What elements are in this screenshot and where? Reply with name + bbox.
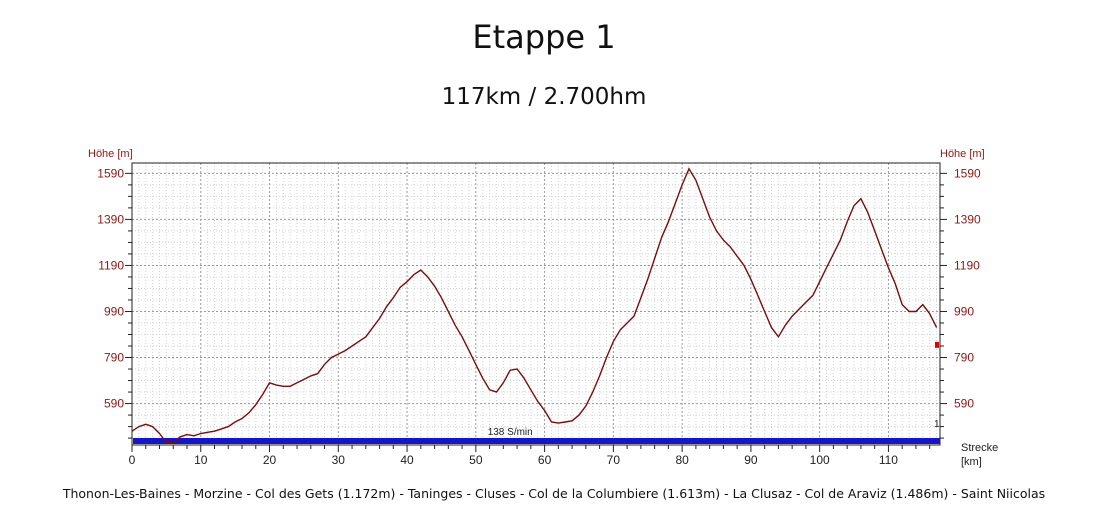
chart-subtitle: 117km / 2.700hm: [441, 84, 647, 110]
y-tick-label-left: 1190: [98, 258, 124, 272]
x-tick-label: 20: [263, 453, 277, 467]
y-tick-label-left: 590: [104, 397, 124, 411]
cadence-band-label: 138 S/min: [488, 427, 533, 438]
y-tick-label-right: 1390: [954, 212, 981, 226]
plot-frame: [131, 162, 941, 446]
x-tick-label: 40: [400, 453, 414, 467]
x-tick-label: 70: [607, 453, 621, 467]
y-tick-label-right: 990: [954, 304, 974, 318]
x-tick-label: 30: [332, 453, 346, 467]
end-marker: [935, 341, 939, 348]
x-axis-unit: [km]: [961, 456, 982, 468]
x-tick-label: 60: [538, 453, 552, 467]
elevation-line: [131, 167, 938, 444]
chart-title: Etappe 1: [472, 18, 616, 56]
y-tick-label-right: 1590: [954, 166, 981, 180]
y-tick-label-left: 1590: [97, 166, 124, 180]
y-tick-label-right: 790: [954, 351, 974, 365]
x-tick-label: 100: [810, 453, 830, 467]
y-tick-label-left: 1390: [97, 212, 124, 226]
x-axis-title: Strecke: [961, 442, 998, 454]
x-tick-label: 110: [879, 453, 898, 467]
y-axis-title-right: Höhe [m]: [940, 148, 985, 160]
route-caption: Thonon-Les-Baines - Morzine - Col des Ge…: [62, 486, 1046, 501]
y-tick-label-left: 990: [104, 304, 124, 318]
x-tick-label: 50: [469, 453, 483, 467]
x-tick-label: 10: [194, 453, 208, 467]
cadence-band: [133, 438, 940, 444]
y-tick-label-left: 790: [104, 351, 124, 365]
y-tick-label-right: 1190: [954, 258, 980, 272]
right-marker-label: 1: [934, 419, 940, 430]
y-tick-label-right: 590: [954, 397, 974, 411]
minor-grid: [132, 163, 940, 445]
axis-ticks: [125, 172, 947, 452]
x-tick-label: 0: [129, 453, 136, 467]
x-tick-label: 90: [744, 453, 758, 467]
x-tick-label: 80: [675, 453, 689, 467]
y-axis-title-left: Höhe [m]: [88, 148, 133, 160]
major-grid: [132, 163, 940, 445]
